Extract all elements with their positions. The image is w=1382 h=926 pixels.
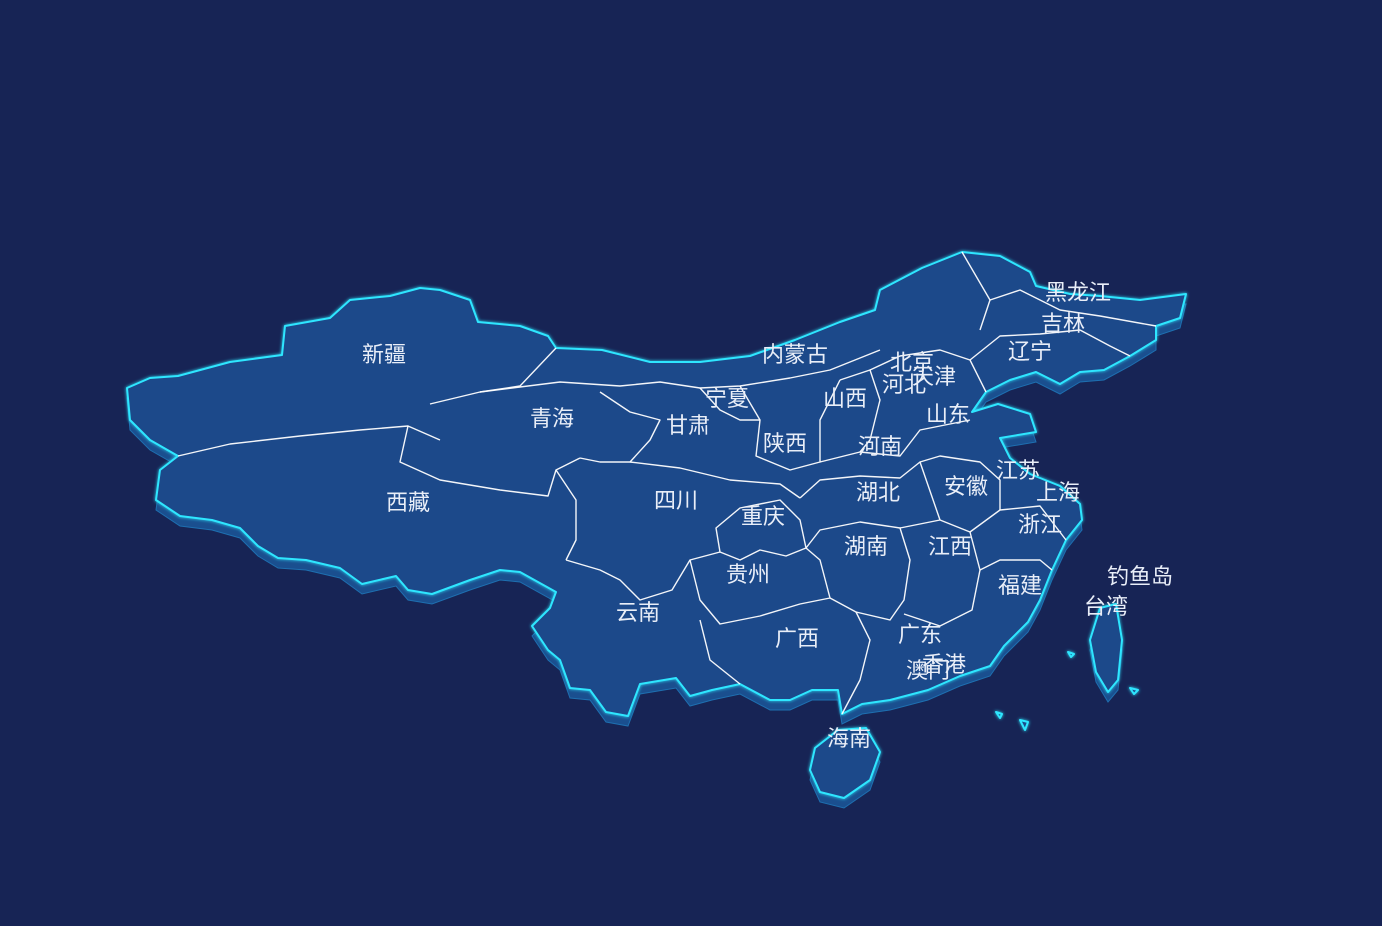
label-liaoning: 辽宁 [1008,340,1052,365]
label-shanxi: 山西 [823,387,867,412]
label-hainan: 海南 [827,727,871,752]
label-qinghai: 青海 [530,407,574,432]
border-shanxi-hebei [839,369,881,453]
label-anhui: 安徽 [944,475,988,500]
province-borders [177,251,1157,715]
border-hunan [805,521,911,621]
label-chongqing: 重庆 [741,505,785,530]
border-jilin-heilongjiang [989,289,1157,327]
border-guangxi-guangdong [829,597,871,715]
label-hunan: 湖南 [844,535,888,560]
border-liaoning-jilin [969,329,1131,361]
label-jilin: 吉林 [1041,312,1085,337]
islet-outline [995,711,1003,719]
label-jiangsu: 江苏 [996,459,1040,484]
label-guangdong: 广东 [898,623,942,648]
label-shanghai: 上海 [1036,481,1080,506]
label-henan: 河南 [858,435,902,460]
border-fujian [979,559,1053,571]
border-chongqing [715,499,807,561]
label-gansu: 甘肃 [666,414,710,439]
islet-outline [1019,719,1029,731]
label-guangxi: 广西 [775,627,819,652]
label-xianggang: 香港 [922,653,966,678]
label-jiangxi: 江西 [928,535,972,560]
label-ningxia: 宁夏 [705,387,749,412]
border-anhui [919,455,1001,510]
border-neimenggu-heilongjiang [961,251,991,331]
label-fujian: 福建 [998,574,1042,599]
label-diaoyudao: 钓鱼岛 [1107,565,1173,590]
border-sichuan-xizang [555,469,577,561]
label-neimenggu: 内蒙古 [762,343,828,368]
islet-outline [1129,687,1139,695]
label-guizhou: 贵州 [726,563,770,588]
label-yunnan: 云南 [616,601,660,626]
label-sichuan: 四川 [654,489,698,514]
label-tianjin: 天津 [912,365,956,390]
label-hubei: 湖北 [856,481,900,506]
border-guangxi-yunnan [699,619,741,685]
border-hebei-neimenggu [869,349,987,393]
islet-outline [1067,651,1075,658]
label-zhejiang: 浙江 [1018,513,1062,538]
mainland-outline [126,251,1187,717]
border-zhejiang [969,505,1067,541]
label-xinjiang: 新疆 [362,343,406,368]
border-ningxia [699,387,760,421]
label-beijing: 北京 [890,351,934,376]
border-henan-shandong [819,419,971,463]
border-gansu-qinghai [579,391,661,463]
map-surface [126,251,1187,799]
border-sichuan-shaanxi [629,461,801,499]
hainan-outline [809,727,881,799]
taiwan-outline [1089,603,1123,693]
border-hubei-henan [799,461,941,521]
label-aomen: 澳门 [906,659,950,684]
province-labels: 新疆 西藏 青海 甘肃 宁夏 内蒙古 黑龙江 吉林 辽宁 北京 天津 河北 山西… [362,281,1173,752]
label-hebei: 河北 [882,373,926,398]
label-xizang: 西藏 [386,491,430,516]
label-heilongjiang: 黑龙江 [1045,281,1111,306]
label-shandong: 山东 [926,403,970,428]
label-taiwan: 台湾 [1084,595,1128,620]
label-shaanxi: 陕西 [763,432,807,457]
border-xinjiang-xizang [177,425,441,457]
border-guizhou [689,547,831,625]
